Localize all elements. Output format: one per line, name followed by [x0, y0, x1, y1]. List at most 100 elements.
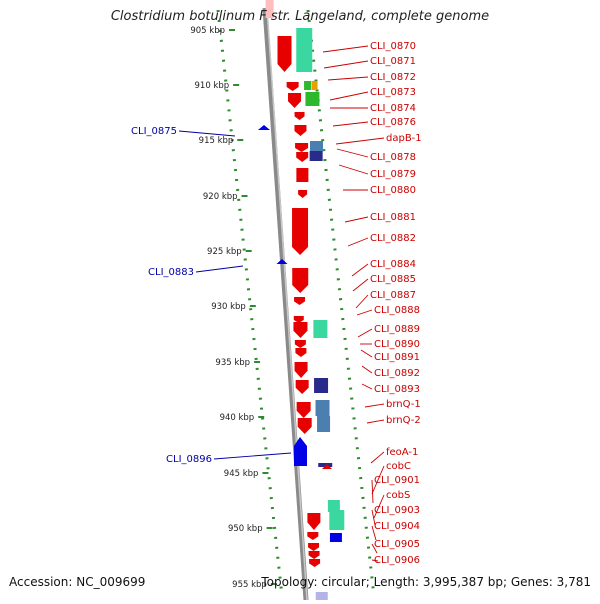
feature-steelblue-box	[309, 141, 323, 151]
backbone-highlight	[266, 7, 308, 601]
feature-red-arrow	[292, 208, 309, 255]
gene-label: CLI_0904	[374, 521, 420, 532]
scale-tick-label: 925 kbp	[207, 247, 242, 257]
feature-red-arrow	[297, 418, 312, 434]
feature-blue-box	[329, 533, 342, 542]
gene-label: CLI_0882	[370, 233, 416, 244]
gene-label: CLI_0879	[370, 169, 416, 180]
label-leader-line	[356, 309, 373, 316]
label-leader-line	[371, 525, 377, 541]
label-leader-line	[371, 479, 374, 504]
feature-red-arrow	[286, 82, 299, 91]
gene-label: feoA-1	[386, 447, 418, 458]
feature-blue-triangle	[276, 259, 288, 264]
gene-label: CLI_0870	[370, 41, 416, 52]
genome-stats-text: Topology: circular; Length: 3,995,387 bp…	[261, 575, 591, 589]
gene-label: CLI_0901	[374, 475, 420, 486]
label-leader-line	[322, 45, 369, 53]
label-leader-line	[329, 91, 369, 101]
gene-label: CLI_0884	[370, 259, 416, 270]
feature-red-arrow	[296, 152, 309, 162]
gene-features	[258, 0, 345, 600]
label-leader-line	[352, 278, 369, 292]
feature-darkblue-box	[309, 151, 323, 161]
feature-steelblue-box	[315, 400, 330, 416]
feature-red-arrow	[307, 513, 321, 530]
label-leader-line	[357, 328, 373, 338]
gene-label: CLI_0893	[374, 384, 420, 395]
label-leader-line	[371, 509, 376, 526]
gene-label: CLI_0906	[374, 555, 420, 566]
gene-label: CLI_0871	[370, 56, 416, 67]
label-leader-line	[195, 265, 244, 273]
gene-label: CLI_0905	[374, 539, 420, 550]
scale-tick-label: 945 kbp	[224, 469, 259, 479]
gene-label: CLI_0872	[370, 72, 416, 83]
gene-label: CLI_0890	[374, 339, 420, 350]
feature-red-arrow	[293, 322, 308, 338]
feature-red-arrow	[307, 532, 319, 540]
feature-red-arrow	[293, 316, 304, 323]
feature-darkblue-box	[314, 378, 329, 393]
feature-red-arrow	[288, 93, 302, 108]
feature-darkblue-box	[318, 463, 333, 467]
label-leader-line	[338, 164, 369, 175]
gene-label: CLI_0888	[374, 305, 420, 316]
feature-teal-box	[327, 500, 340, 512]
label-leader-line	[355, 294, 369, 309]
gene-label: CLI_0891	[374, 352, 420, 363]
scale-tick-label: 920 kbp	[203, 192, 238, 202]
gene-label: brnQ-1	[386, 399, 421, 410]
gene-label: cobC	[386, 461, 411, 472]
feature-red-arrow	[294, 340, 306, 348]
feature-red-triangle	[322, 464, 332, 469]
label-leader-line	[360, 349, 373, 358]
feature-red-arrow	[277, 36, 292, 72]
feature-red-arrow	[296, 402, 311, 418]
label-leader-line	[351, 263, 369, 277]
feature-faded-box	[265, 0, 274, 18]
label-leader-line	[335, 137, 385, 145]
feature-blue-triangle	[258, 125, 270, 130]
scale-tick-label: 915 kbp	[199, 136, 234, 146]
label-leader-line	[327, 76, 369, 81]
feature-steelblue-box	[317, 416, 331, 432]
label-leader-line	[371, 543, 378, 554]
label-leader-line	[371, 559, 379, 562]
scale-tick-label: 935 kbp	[215, 358, 250, 368]
feature-red-arrow	[308, 551, 320, 559]
map-title: Clostridium botulinum F str. Langeland, …	[110, 9, 490, 24]
label-leader-line	[361, 365, 373, 374]
gene-label-reverse: CLI_0875	[131, 126, 177, 137]
feature-red-arrow	[308, 543, 320, 551]
gene-label: brnQ-2	[386, 415, 421, 426]
gene-labels: CLI_0870 CLI_0871 CLI_0872 CLI_0873 CLI_0874…	[131, 41, 422, 566]
scale-tick-label: 930 kbp	[211, 302, 246, 312]
gene-label: CLI_0873	[370, 87, 416, 98]
gene-label: cobS	[386, 490, 410, 501]
feature-red-arrow	[292, 268, 309, 293]
feature-orange-box	[311, 81, 318, 90]
gene-label: CLI_0876	[370, 117, 416, 128]
gene-label: CLI_0880	[370, 185, 416, 196]
scale-tick-label: 940 kbp	[220, 413, 255, 423]
scale-tick-label: 955 kbp	[232, 580, 267, 590]
gene-label: CLI_0889	[374, 324, 420, 335]
scale-tick-label: 950 kbp	[228, 524, 263, 534]
gene-label: CLI_0892	[374, 368, 420, 379]
label-leader-line	[336, 148, 369, 158]
gene-label: CLI_0903	[374, 505, 420, 516]
scale-tick-label: 910 kbp	[195, 81, 230, 91]
scale-tick-label: 905 kbp	[190, 26, 225, 36]
backbone	[262, 7, 309, 601]
feature-faded-box	[315, 592, 328, 600]
label-leader-line	[371, 465, 385, 495]
scale-dot-line-right	[306, 9, 376, 597]
label-leader-line	[373, 494, 385, 519]
gene-label: CLI_0887	[370, 290, 416, 301]
scale-dots	[216, 9, 376, 597]
label-leader-line	[344, 216, 369, 223]
accession-text: Accession: NC_009699	[9, 575, 146, 589]
label-leader-line	[213, 452, 292, 460]
